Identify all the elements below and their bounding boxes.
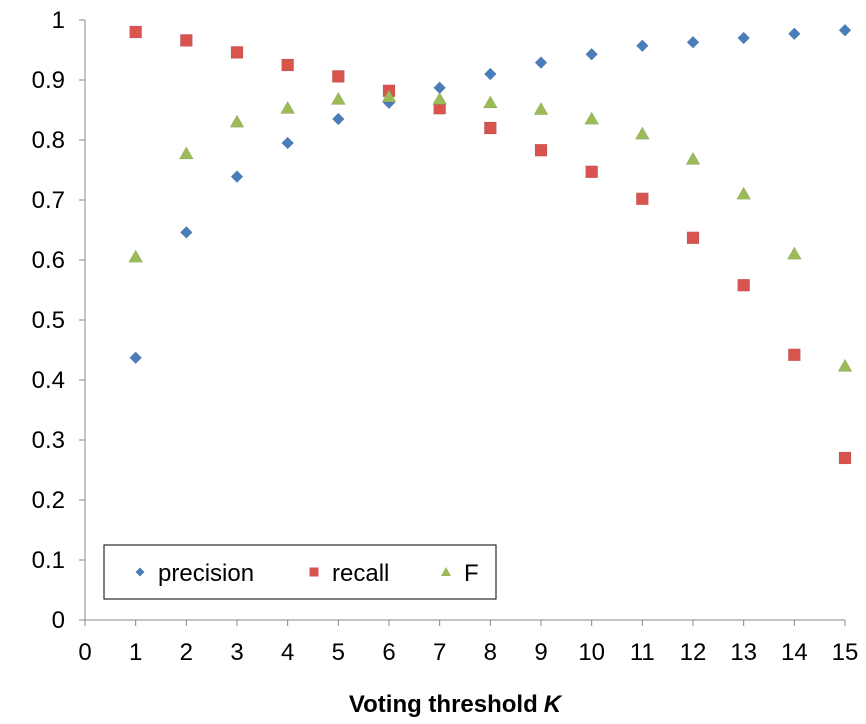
x-tick-label: 12	[680, 639, 707, 666]
F-point	[736, 186, 752, 200]
recall-point	[585, 165, 598, 179]
F-point	[280, 100, 296, 114]
x-tick-label: 2	[180, 639, 193, 666]
F-series	[128, 89, 853, 372]
precision-point	[635, 39, 649, 53]
axis-ticks	[79, 19, 846, 626]
F-point	[432, 91, 448, 105]
precision-point	[534, 56, 548, 69]
precision-point	[737, 31, 751, 45]
F-point	[634, 126, 650, 140]
F-point	[482, 95, 498, 109]
y-tick-label: 0.7	[32, 187, 65, 214]
recall-series	[129, 25, 852, 465]
y-tick-label: 0.3	[32, 427, 65, 454]
precision-point	[686, 35, 700, 49]
x-tick-label: 7	[433, 639, 446, 666]
F-point	[128, 249, 144, 263]
recall-point	[838, 451, 852, 465]
x-tick-label: 13	[730, 639, 757, 666]
x-tick-label: 14	[781, 639, 808, 666]
legend: precision recall F	[103, 544, 497, 600]
y-tick-label: 0.4	[32, 367, 65, 394]
x-tick-labels: 0 1 2 3 4 5 6 7 8 9 10 11 12 13 14 15	[78, 639, 858, 666]
precision-point	[230, 170, 244, 183]
axes	[84, 20, 845, 621]
recall-point	[788, 348, 801, 362]
x-axis-title-text: Voting threshold	[349, 691, 538, 718]
y-tick-label: 0.1	[32, 547, 65, 574]
x-tick-label: 0	[78, 639, 91, 666]
x-tick-label: 6	[382, 639, 395, 666]
x-tick-label: 10	[578, 639, 605, 666]
recall-point	[686, 231, 700, 245]
recall-point	[534, 143, 548, 157]
recall-point	[484, 121, 497, 135]
x-tick-label: 11	[630, 639, 655, 666]
F-point	[786, 246, 802, 260]
F-legend-marker	[441, 567, 451, 576]
recall-point	[180, 34, 193, 47]
x-tick-label: 9	[534, 639, 547, 666]
F-point	[381, 89, 397, 103]
F-point	[584, 111, 600, 125]
precision-point	[585, 47, 599, 61]
y-tick-label: 0.9	[32, 67, 65, 94]
precision-legend-marker	[135, 567, 145, 577]
F-point	[178, 146, 194, 160]
F-point	[837, 358, 853, 372]
F-point	[533, 101, 549, 115]
precision-point	[281, 136, 295, 150]
recall-point	[332, 70, 345, 83]
precision-legend-label: precision	[158, 560, 254, 587]
y-tick-label: 0.2	[32, 487, 65, 514]
F-legend-label: F	[464, 560, 479, 587]
y-tick-label: 0.6	[32, 247, 65, 274]
precision-point	[331, 112, 345, 126]
recall-legend-marker	[309, 567, 319, 577]
y-tick-label: 0.8	[32, 127, 65, 154]
y-tick-labels: 0 0.1 0.2 0.3 0.4 0.5 0.6 0.7 0.8 0.9 1	[32, 7, 65, 634]
y-tick-label: 0	[52, 607, 65, 634]
y-tick-label: 0.5	[32, 307, 65, 334]
precision-point	[838, 23, 852, 37]
recall-point	[737, 278, 750, 292]
x-tick-label: 3	[230, 639, 243, 666]
recall-point	[129, 25, 142, 39]
x-tick-label: 1	[129, 639, 142, 666]
recall-point	[636, 192, 649, 206]
F-point	[685, 151, 701, 165]
F-point	[330, 91, 346, 105]
x-axis-title: Voting threshold K	[349, 691, 563, 718]
x-tick-label: 8	[484, 639, 497, 666]
legend-box	[103, 544, 497, 600]
data-points	[128, 23, 853, 465]
x-axis-title-variable: K	[544, 691, 563, 718]
x-tick-label: 15	[832, 639, 859, 666]
recall-point	[281, 58, 294, 72]
F-point	[229, 114, 245, 128]
x-tick-label: 5	[332, 639, 345, 666]
recall-legend-label: recall	[332, 560, 389, 587]
precision-point	[179, 226, 193, 239]
precision-point	[129, 351, 143, 365]
y-tick-label: 1	[52, 7, 65, 34]
precision-point	[483, 67, 497, 81]
recall-point	[230, 46, 244, 59]
x-tick-label: 4	[281, 639, 294, 666]
precision-point	[787, 27, 801, 41]
precision-series	[129, 23, 852, 365]
